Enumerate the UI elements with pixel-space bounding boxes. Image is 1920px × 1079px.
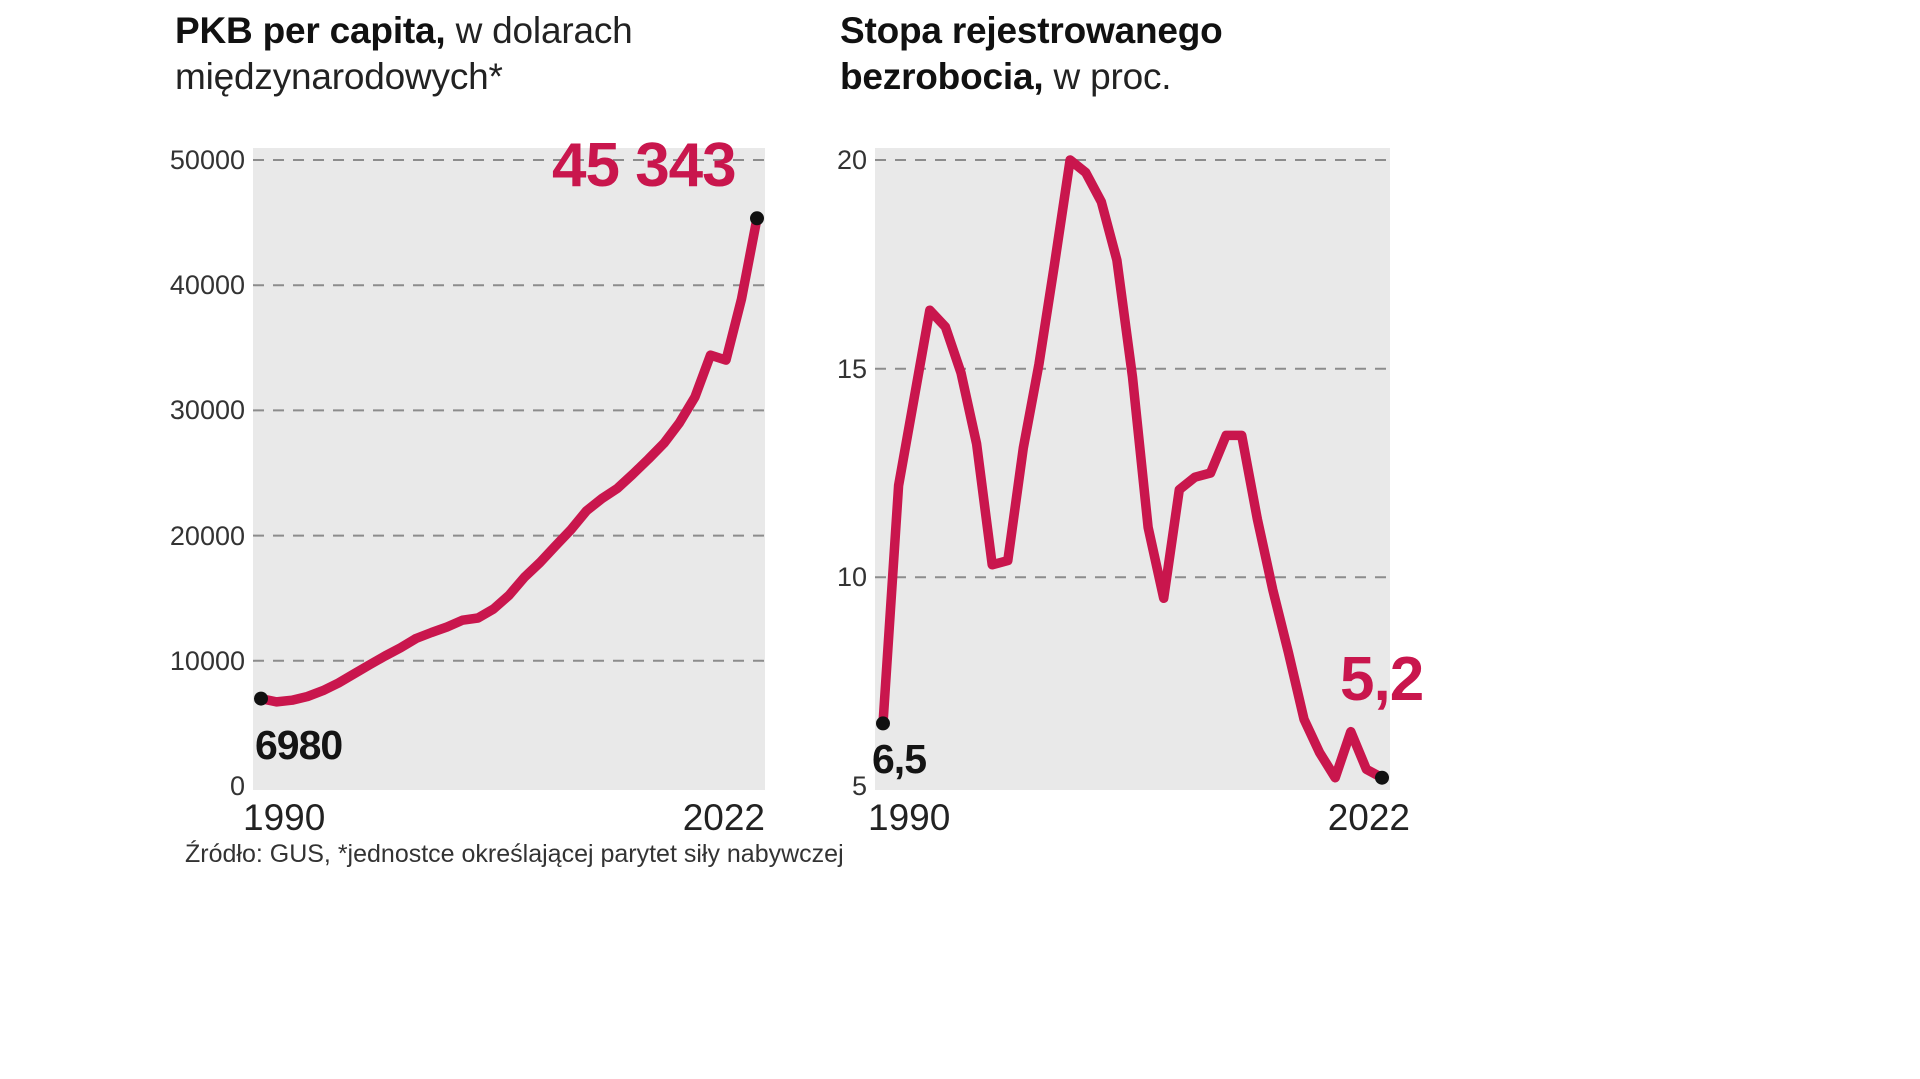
source-note: Źródło: GUS, *jednostce określającej par… xyxy=(185,840,844,868)
y-axis-tick-label: 50000 xyxy=(169,145,245,175)
start-value-annotation: 6980 xyxy=(255,722,343,768)
chart-title-bold: PKB per capita, xyxy=(175,10,446,51)
chart-canvas xyxy=(253,148,765,790)
plot-area-unemployment xyxy=(875,148,1390,790)
data-line xyxy=(878,155,1387,783)
y-axis-tick-label: 0 xyxy=(229,771,245,801)
chart-title-line: PKB per capita, w dolarach xyxy=(175,8,775,54)
x-axis-label-start: 1990 xyxy=(868,797,951,838)
chart-title-bold: Stopa rejestrowanego xyxy=(840,10,1223,51)
y-axis-tick-label: 5 xyxy=(851,771,867,801)
y-axis-tick-label: 10000 xyxy=(169,645,245,676)
y-axis-unemployment: 5 10 15 20 xyxy=(737,0,867,1079)
end-value-annotation: 5,2 xyxy=(1340,645,1424,714)
chart-title-rest: międzynarodowych* xyxy=(175,55,503,97)
chart-title-rest: w proc. xyxy=(1043,55,1172,97)
x-axis-label-end: 2022 xyxy=(1327,797,1410,838)
endpoint-dot xyxy=(750,211,764,226)
chart-title-line: bezrobocia, w proc. xyxy=(840,54,1440,100)
y-axis-tick-label: 40000 xyxy=(169,270,245,301)
plot-background xyxy=(875,148,1390,790)
y-axis-gdp: 0 10000 20000 30000 40000 50000 xyxy=(115,0,245,1079)
y-axis-tick-label: 30000 xyxy=(169,395,245,426)
x-axis-label-end: 2022 xyxy=(682,797,765,838)
x-axis-unemployment: 1990 2022 xyxy=(868,797,1410,839)
endpoint-dot xyxy=(254,691,268,706)
y-axis-tick-label: 15 xyxy=(836,353,867,384)
chart-title-unemployment: Stopa rejestrowanego bezrobocia, w proc. xyxy=(840,8,1440,100)
chart-title-line: Stopa rejestrowanego xyxy=(840,8,1440,54)
chart-title-line: międzynarodowych* xyxy=(175,54,775,100)
x-axis-gdp: 1990 2022 xyxy=(243,797,765,839)
data-line xyxy=(256,213,762,707)
x-axis-label-start: 1990 xyxy=(243,797,326,838)
chart-canvas xyxy=(875,148,1390,790)
plot-area-gdp xyxy=(253,148,765,790)
y-axis-tick-label: 20000 xyxy=(169,520,245,551)
chart-title-rest: w dolarach xyxy=(445,10,633,51)
end-value-annotation: 45 343 xyxy=(552,131,737,200)
chart-title-gdp: PKB per capita, w dolarach międzynarodow… xyxy=(175,8,775,100)
endpoint-dot xyxy=(1375,770,1389,785)
start-value-annotation: 6,5 xyxy=(872,736,927,782)
y-axis-tick-label: 10 xyxy=(836,562,867,593)
endpoint-dot xyxy=(876,716,890,731)
chart-title-bold: bezrobocia, xyxy=(840,55,1044,97)
y-axis-tick-label: 20 xyxy=(836,145,867,175)
